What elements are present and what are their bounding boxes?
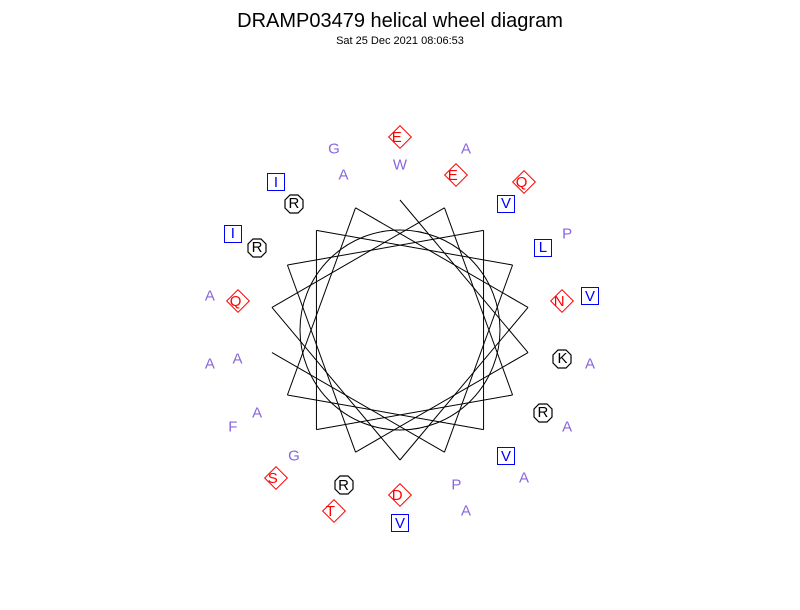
residue-23-A: A (519, 469, 529, 486)
residue-34-A: A (461, 503, 471, 520)
residue-22-Q: Q (516, 174, 533, 191)
residue-4-V: V (497, 195, 515, 213)
residue-15-L: L (534, 239, 552, 257)
residue-8-N: N (554, 293, 571, 310)
residue-35-A: A (205, 355, 215, 372)
residue-6-A: A (252, 404, 262, 421)
residue-31-S: S (267, 469, 284, 486)
residue-26-V: V (581, 287, 599, 305)
residue-10-Q: Q (229, 293, 246, 310)
residue-24-F: F (228, 418, 237, 435)
residue-25-G: G (328, 140, 340, 157)
residue-1-K: K (552, 349, 572, 369)
residue-9-D: D (392, 487, 409, 504)
residue-32-I: I (267, 173, 285, 191)
residue-19-A: A (585, 355, 595, 372)
residue-7-A: A (339, 166, 349, 183)
residue-30-A: A (562, 418, 572, 435)
residue-20-T: T (325, 503, 342, 520)
residue-29-A: A (461, 140, 471, 157)
residue-12-R: R (533, 403, 553, 423)
residue-16-P: P (451, 477, 461, 494)
residue-21-I: I (224, 225, 242, 243)
residue-5-V: V (497, 447, 515, 465)
residue-18-E: E (392, 129, 409, 146)
residue-27-V: V (391, 514, 409, 532)
residue-28-A: A (205, 288, 215, 305)
residue-14-R: R (284, 194, 304, 214)
residue-33-P: P (562, 225, 572, 242)
residue-3-R: R (247, 238, 267, 258)
residue-0-W: W (393, 157, 407, 174)
residue-17-A: A (232, 350, 242, 367)
residue-2-R: R (334, 475, 354, 495)
residue-13-G: G (288, 448, 300, 465)
residue-11-E: E (448, 166, 465, 183)
